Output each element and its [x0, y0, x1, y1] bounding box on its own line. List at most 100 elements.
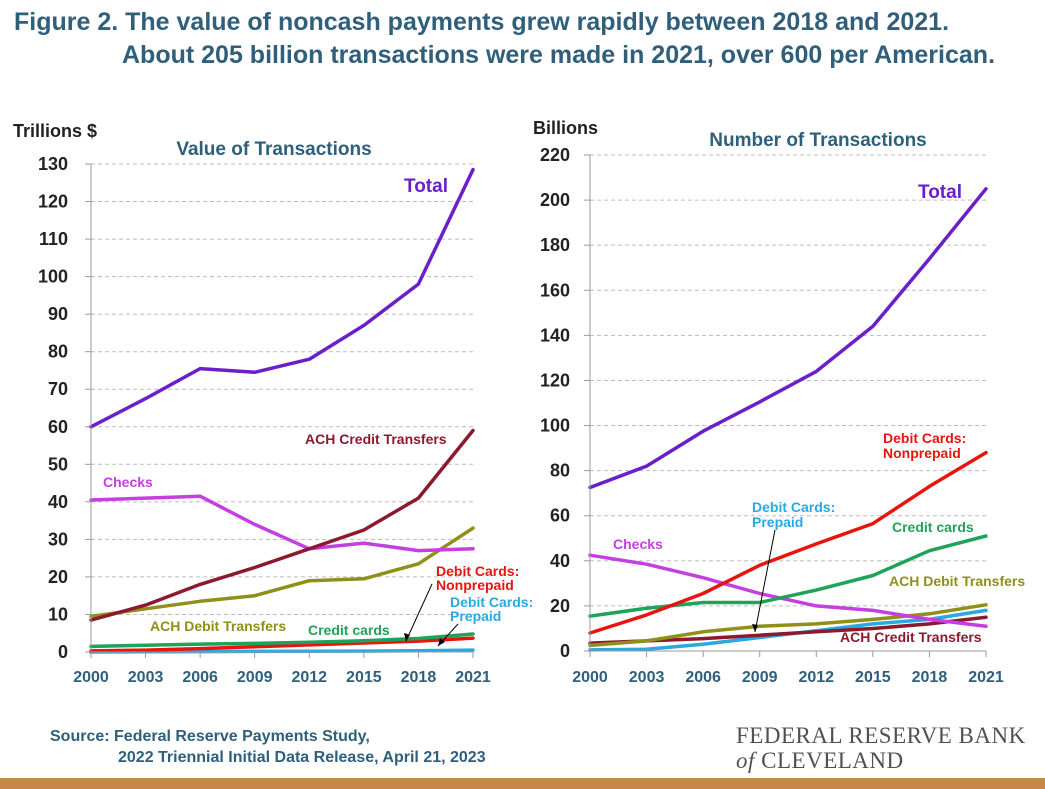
left-x-tick-label: 2018 — [401, 669, 437, 686]
left-label-ach-debit: ACH Debit Transfers — [150, 618, 286, 634]
left-arrowhead-nonprepaid — [404, 633, 410, 641]
left-series-checks — [89, 494, 475, 553]
left-x-tick-label: 2021 — [455, 669, 491, 686]
left-x-tick-label: 2015 — [346, 669, 382, 686]
left-y-tick-label: 40 — [48, 492, 68, 512]
left-y-tick-label: 110 — [39, 229, 68, 249]
right-y-tick-label: 140 — [540, 325, 570, 345]
right-x-tick-label: 2003 — [629, 669, 665, 686]
right-series-credit-cards — [588, 534, 988, 618]
right-label-ach-credit: ACH Credit Transfers — [840, 629, 982, 645]
left-y-tick-label: 130 — [38, 154, 68, 174]
left-y-tick-label: 120 — [38, 192, 68, 212]
right-series-checks — [588, 553, 988, 628]
source-note: Source: Federal Reserve Payments Study, … — [50, 726, 486, 768]
right-label-credit-cards: Credit cards — [892, 519, 974, 535]
left-label-debit-nonprepaid-1: Debit Cards: — [436, 563, 519, 579]
right-x-tick-label: 2018 — [912, 669, 948, 686]
right-x-tick-label: 2015 — [855, 669, 891, 686]
left-y-tick-labels: 0 10 20 30 40 50 60 70 80 90 100 110 120 130 — [38, 154, 68, 662]
right-gridlines — [584, 154, 987, 657]
right-series-lines — [588, 187, 988, 652]
right-series-debit-nonprepaid — [588, 450, 988, 635]
right-chart-title: Number of Transactions — [709, 130, 927, 151]
left-chart-title: Value of Transactions — [176, 139, 371, 160]
left-series-ach-debit — [89, 526, 475, 619]
left-y-unit: Trillions $ — [13, 121, 97, 141]
left-y-tick-label: 10 — [48, 604, 68, 624]
left-x-tick-label: 2003 — [128, 669, 164, 686]
bank-name-of: of — [736, 748, 755, 773]
left-label-total: Total — [404, 176, 448, 197]
figure-title: Figure 2. The value of noncash payments … — [14, 6, 995, 72]
left-gridlines — [85, 163, 474, 658]
right-label-ach-debit: ACH Debit Transfers — [889, 573, 1025, 589]
left-y-tick-label: 70 — [48, 379, 68, 399]
right-y-tick-label: 40 — [550, 551, 570, 571]
right-arrowhead-prepaid — [752, 624, 758, 632]
left-x-tick-label: 2000 — [73, 669, 109, 686]
right-x-tick-label: 2000 — [572, 669, 608, 686]
left-y-tick-label: 100 — [38, 267, 68, 287]
bank-name-city: CLEVELAND — [761, 748, 904, 773]
left-series-credit-cards — [89, 632, 475, 649]
right-y-tick-label: 80 — [550, 461, 570, 481]
figure-title-line1: Figure 2. The value of noncash payments … — [14, 8, 950, 36]
right-x-tick-label: 2006 — [685, 669, 721, 686]
right-label-debit-prepaid-1: Debit Cards: — [752, 499, 835, 515]
chart-value-of-transactions: Trillions $ Value of Transactions 0 10 20 3… — [13, 121, 533, 686]
left-y-tick-label: 0 — [58, 642, 68, 662]
left-label-debit-nonprepaid-2: Nonprepaid — [436, 577, 514, 593]
left-series-ach-credit — [89, 428, 475, 622]
source-line1: Source: Federal Reserve Payments Study, — [50, 728, 370, 745]
left-label-debit-prepaid-2: Prepaid — [450, 608, 501, 624]
right-x-tick-label: 2021 — [968, 669, 1004, 686]
right-label-debit-prepaid-2: Prepaid — [752, 514, 803, 530]
right-x-tick-label: 2009 — [742, 669, 778, 686]
left-x-tick-label: 2006 — [182, 669, 218, 686]
right-y-tick-label: 220 — [540, 145, 570, 165]
left-arrow-nonprepaid — [405, 583, 433, 642]
right-y-tick-labels: 0 20 40 60 80 100 120 140 160 180 200 220 — [540, 145, 570, 661]
right-y-unit: Billions — [533, 118, 598, 138]
left-label-credit-cards: Credit cards — [308, 622, 390, 638]
left-y-tick-label: 20 — [48, 567, 68, 587]
figure-title-line2: About 205 billion transactions were made… — [122, 41, 996, 69]
right-y-tick-label: 120 — [540, 370, 570, 390]
left-y-tick-label: 50 — [48, 454, 68, 474]
left-label-checks: Checks — [103, 474, 153, 490]
left-y-tick-label: 80 — [48, 342, 68, 362]
left-x-tick-label: 2009 — [237, 669, 273, 686]
left-y-tick-label: 90 — [48, 304, 68, 324]
right-y-tick-label: 20 — [550, 596, 570, 616]
right-x-tick-labels: 2000 2003 2006 2009 2012 2015 2018 2021 — [572, 669, 1004, 686]
left-label-debit-prepaid-1: Debit Cards: — [450, 594, 533, 610]
right-series-ach-debit — [588, 603, 988, 648]
right-y-tick-label: 100 — [540, 416, 570, 436]
left-series-debit-nonprepaid — [89, 636, 475, 653]
right-series-total — [588, 187, 988, 490]
right-label-debit-nonprepaid-2: Nonprepaid — [883, 445, 961, 461]
right-arrow-prepaid — [754, 529, 776, 633]
bank-name-line1: FEDERAL RESERVE BANK — [736, 723, 1026, 748]
right-label-checks: Checks — [613, 536, 663, 552]
left-series-lines — [89, 167, 475, 654]
left-series-total — [89, 167, 475, 429]
left-y-tick-label: 60 — [48, 417, 68, 437]
right-y-tick-label: 60 — [550, 506, 570, 526]
fed-cleveland-logo: FEDERAL RESERVE BANK of CLEVELAND — [736, 723, 1026, 773]
right-x-tick-label: 2012 — [798, 669, 834, 686]
right-label-total: Total — [918, 182, 962, 203]
right-y-tick-label: 0 — [560, 641, 570, 661]
left-x-tick-label: 2012 — [291, 669, 327, 686]
left-arrowhead-prepaid — [438, 638, 445, 646]
right-y-tick-label: 160 — [540, 280, 570, 300]
source-line2: 2022 Triennial Initial Data Release, Apr… — [118, 749, 486, 766]
bottom-accent-bar — [0, 778, 1045, 789]
left-x-tick-labels: 2000 2003 2006 2009 2012 2015 2018 2021 — [73, 669, 491, 686]
right-y-tick-label: 200 — [540, 190, 570, 210]
left-y-tick-label: 30 — [48, 529, 68, 549]
chart-number-of-transactions: Billions Number of Transactions 0 20 40 60 8… — [533, 118, 1025, 686]
right-y-tick-label: 180 — [540, 235, 570, 255]
